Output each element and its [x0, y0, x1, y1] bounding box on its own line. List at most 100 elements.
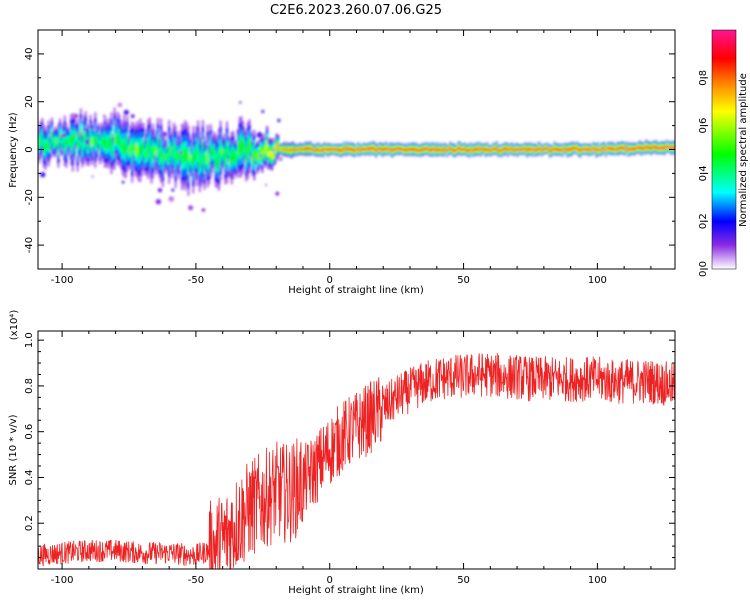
heatmap-cell: [418, 149, 421, 152]
x-tick-label: -50: [188, 575, 204, 586]
y-tick-label: 0.6: [24, 424, 35, 440]
heatmap-cell: [654, 145, 657, 149]
heatmap-cell: [498, 149, 502, 152]
heatmap-cell: [156, 139, 159, 151]
heatmap-cell: [150, 150, 153, 162]
heatmap-cell: [423, 148, 426, 151]
heatmap-cell: [245, 151, 248, 162]
heatmap-cell: [241, 142, 245, 153]
heatmap-cell: [429, 148, 432, 151]
heatmap-cell: [83, 134, 86, 145]
heatmap-cell: [388, 147, 391, 150]
heatmap-cell: [476, 148, 479, 151]
x-tick-label: 50: [457, 575, 470, 586]
heatmap-cell: [327, 148, 330, 152]
heatmap-cell: [233, 153, 237, 161]
heatmap-cell: [482, 148, 485, 151]
heatmap-cell: [362, 147, 365, 150]
heatmap-cell: [384, 147, 388, 150]
snr-frame: [37, 330, 676, 570]
heatmap-cell: [78, 142, 81, 148]
heatmap-cell: [264, 146, 267, 154]
heatmap-cell: [669, 146, 672, 150]
heatmap-cell: [619, 146, 622, 149]
heatmap-cell: [169, 146, 172, 155]
heatmap-cell: [180, 150, 184, 164]
heatmap-cell: [158, 152, 161, 161]
heatmap-cell: [620, 146, 624, 150]
x-tick-label: 0: [327, 575, 333, 586]
heatmap-cell: [376, 148, 379, 151]
heatmap-cell: [47, 138, 50, 149]
heatmap-cell: [542, 148, 545, 151]
heatmap-cell: [532, 147, 535, 150]
heatmap-cell: [670, 146, 673, 150]
heatmap-cell: [201, 145, 204, 158]
y-tick-label: 40: [24, 48, 35, 61]
heatmap-cell: [299, 147, 302, 151]
heatmap-cell: [375, 149, 378, 153]
heatmap-cell: [118, 135, 121, 146]
heatmap-cell: [524, 147, 527, 151]
heatmap-cell: [458, 146, 461, 150]
heatmap-cell: [87, 142, 90, 150]
spectrogram-ticks: -100 -50 0 50 100 -40 -20 0 20 40: [24, 29, 675, 286]
heatmap-cell: [280, 148, 283, 151]
heatmap-cell: [229, 155, 232, 163]
heatmap-cell: [368, 147, 371, 151]
heatmap-cell: [86, 140, 89, 150]
heatmap-cell: [445, 149, 449, 153]
heatmap-cell: [97, 134, 100, 141]
heatmap-cell: [394, 148, 397, 151]
heatmap-cell: [577, 148, 580, 152]
heatmap-cell: [624, 148, 627, 151]
heatmap-cell: [410, 148, 413, 151]
heatmap-speckle: [264, 183, 268, 187]
heatmap-cell: [256, 154, 259, 161]
heatmap-cell: [46, 142, 49, 149]
heatmap-cell: [232, 150, 235, 160]
heatmap-cell: [531, 149, 534, 152]
heatmap-cell: [484, 148, 487, 152]
heatmap-cell: [272, 155, 275, 159]
heatmap-cell: [590, 149, 593, 152]
heatmap-speckle: [123, 109, 129, 115]
heatmap-cell: [407, 148, 410, 151]
heatmap-cell: [444, 147, 447, 150]
heatmap-cell: [240, 140, 243, 153]
heatmap-speckle: [74, 114, 79, 118]
heatmap-cell: [609, 147, 612, 151]
heatmap-cell: [278, 148, 282, 151]
heatmap-cell: [437, 149, 441, 152]
heatmap-cell: [555, 148, 558, 151]
heatmap-cell: [195, 150, 198, 163]
snr-xlabel: Height of straight line (km): [288, 585, 424, 596]
heatmap-cell: [439, 147, 442, 151]
heatmap-cell: [567, 148, 571, 151]
heatmap-cell: [60, 143, 63, 148]
heatmap-cell: [592, 146, 595, 150]
heatmap-cell: [489, 149, 492, 152]
heatmap-cell: [286, 148, 290, 151]
heatmap-cell: [478, 147, 481, 150]
heatmap-cell: [400, 148, 404, 151]
heatmap-cell: [630, 148, 633, 151]
heatmap-cell: [479, 149, 482, 152]
heatmap-cell: [213, 147, 216, 157]
heatmap-cell: [494, 148, 497, 151]
heatmap-cell: [566, 149, 569, 152]
heatmap-cell: [449, 146, 452, 150]
heatmap-speckle: [188, 205, 194, 211]
heatmap-cell: [198, 155, 201, 168]
heatmap-cell: [79, 129, 82, 141]
heatmap-cell: [372, 146, 375, 150]
heatmap-cell: [103, 136, 106, 147]
heatmap-cell: [145, 147, 148, 158]
heatmap-cell: [648, 146, 651, 149]
heatmap-cell: [563, 147, 566, 150]
heatmap-cell: [81, 145, 84, 153]
chart-title: C2E6.2023.260.07.06.G25: [270, 3, 442, 18]
heatmap-cell: [506, 148, 510, 152]
heatmap-cell: [274, 148, 277, 154]
heatmap-cell: [147, 143, 150, 156]
